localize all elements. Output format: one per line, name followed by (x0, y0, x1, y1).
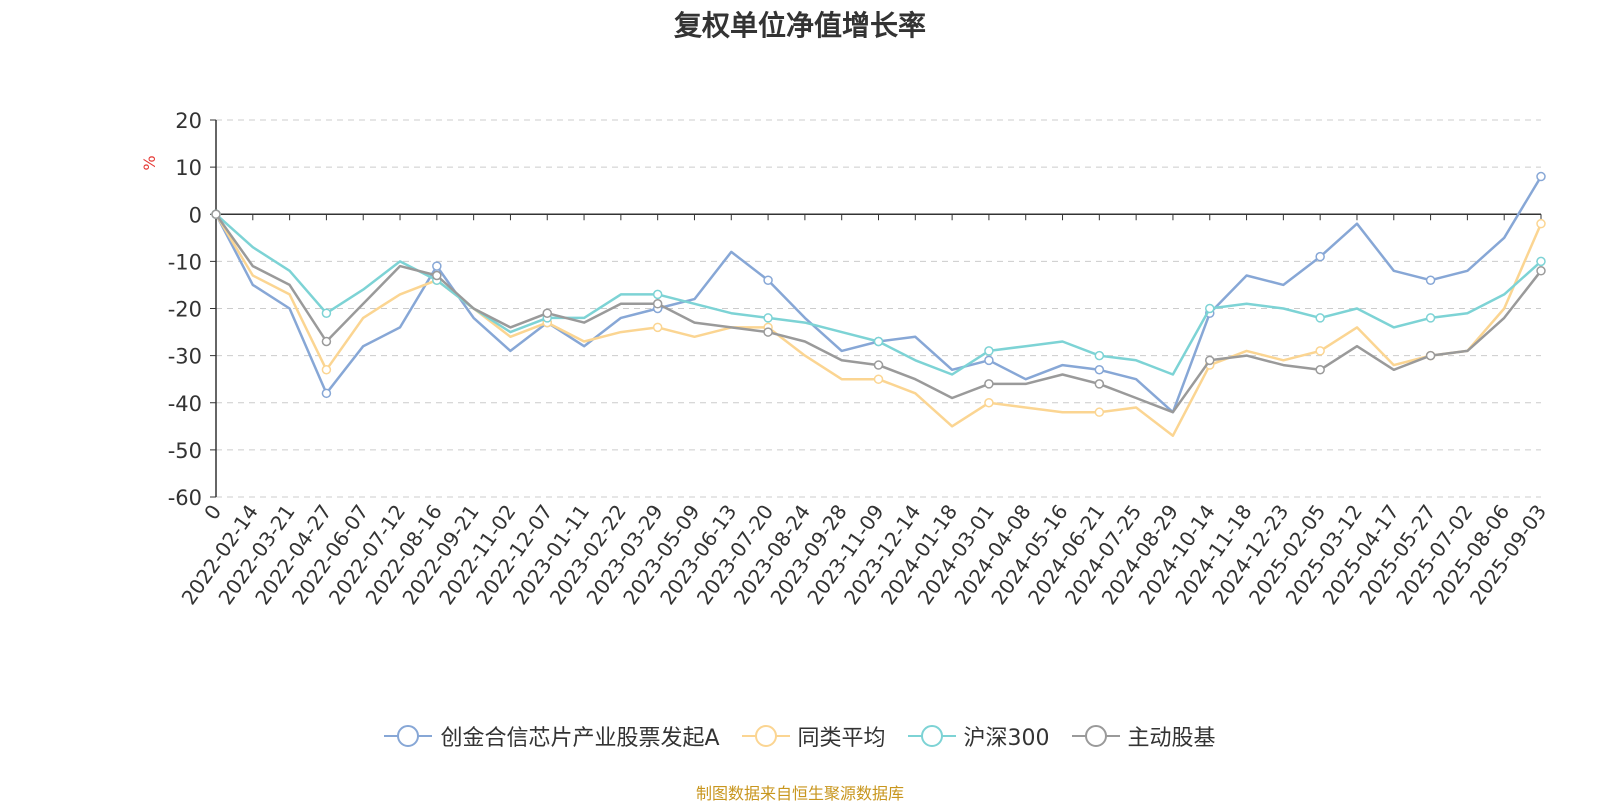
y-tick-label: -10 (168, 250, 202, 274)
data-point (321, 388, 332, 399)
data-point (1536, 266, 1546, 276)
data-point (1205, 355, 1215, 366)
data-point (542, 308, 552, 318)
legend-item[interactable]: 主动股基 (1071, 720, 1216, 752)
data-point (1094, 350, 1105, 361)
data-point (984, 398, 994, 408)
data-point (321, 308, 332, 318)
legend-label: 同类平均 (797, 726, 886, 751)
legend-swatch-icon (741, 725, 790, 747)
data-point (1425, 313, 1436, 323)
y-tick-label: 0 (189, 203, 202, 227)
line-chart: 20100-10-20-30-40-50-6002022-02-142022-0… (140, 109, 1551, 609)
data-point (432, 261, 442, 271)
y-tick-label: -60 (168, 486, 202, 510)
source-note: 制图数据来自恒生聚源数据库 (695, 784, 904, 803)
data-point (1315, 251, 1325, 262)
legend-circle-icon (920, 725, 943, 747)
data-point (1205, 303, 1215, 314)
data-point (763, 327, 773, 337)
y-tick-label: 20 (175, 109, 202, 133)
legend-label: 创金合信芯片产业股票发起A (440, 726, 720, 751)
y-axis-label: % (140, 155, 159, 170)
data-point (873, 336, 884, 347)
data-point (321, 365, 332, 375)
data-point (873, 360, 884, 370)
grid-lines (216, 119, 1541, 498)
data-point (1315, 313, 1325, 323)
legend-swatch-icon (384, 725, 433, 747)
data-point (1094, 365, 1105, 375)
data-point (1536, 171, 1546, 182)
data-point (984, 379, 994, 389)
data-point (432, 270, 442, 281)
data-point (984, 346, 994, 356)
chart-title: 复权单位净值增长率 (673, 9, 926, 42)
data-point (873, 374, 884, 384)
data-point (652, 289, 663, 300)
legend-item[interactable]: 沪深300 (907, 720, 1050, 752)
data-point (1536, 256, 1546, 267)
y-tick-label: -20 (168, 298, 202, 322)
data-point (1094, 407, 1105, 417)
legend: 创金合信芯片产业股票发起A 同类平均 沪深300 主动股基 (0, 720, 1600, 752)
y-tick-label: -40 (168, 392, 202, 416)
data-point (211, 209, 221, 219)
data-point (652, 322, 663, 333)
data-point (1425, 275, 1436, 285)
data-point (984, 355, 994, 366)
x-tick-label: 0 (199, 500, 226, 524)
data-point (1536, 218, 1546, 229)
data-point (1425, 350, 1436, 361)
data-point (1094, 379, 1105, 389)
y-tick-label: -50 (168, 439, 202, 463)
legend-label: 主动股基 (1127, 726, 1216, 751)
legend-label: 沪深300 (963, 726, 1050, 751)
data-point (763, 275, 773, 285)
y-tick-label: -30 (168, 345, 202, 369)
y-tick-label: 10 (175, 156, 202, 180)
axes: 20100-10-20-30-40-50-6002022-02-142022-0… (168, 109, 1551, 609)
legend-circle-icon (397, 725, 420, 747)
legend-swatch-icon (1071, 725, 1120, 747)
data-point (321, 336, 332, 347)
data-point (763, 313, 773, 323)
legend-circle-icon (1084, 725, 1107, 747)
data-point (1315, 365, 1325, 375)
series-lines (211, 171, 1546, 437)
legend-circle-icon (754, 725, 777, 747)
data-point (652, 299, 663, 309)
data-point (1315, 346, 1325, 356)
legend-item[interactable]: 同类平均 (741, 720, 886, 752)
legend-item[interactable]: 创金合信芯片产业股票发起A (384, 720, 720, 752)
legend-swatch-icon (907, 725, 956, 747)
